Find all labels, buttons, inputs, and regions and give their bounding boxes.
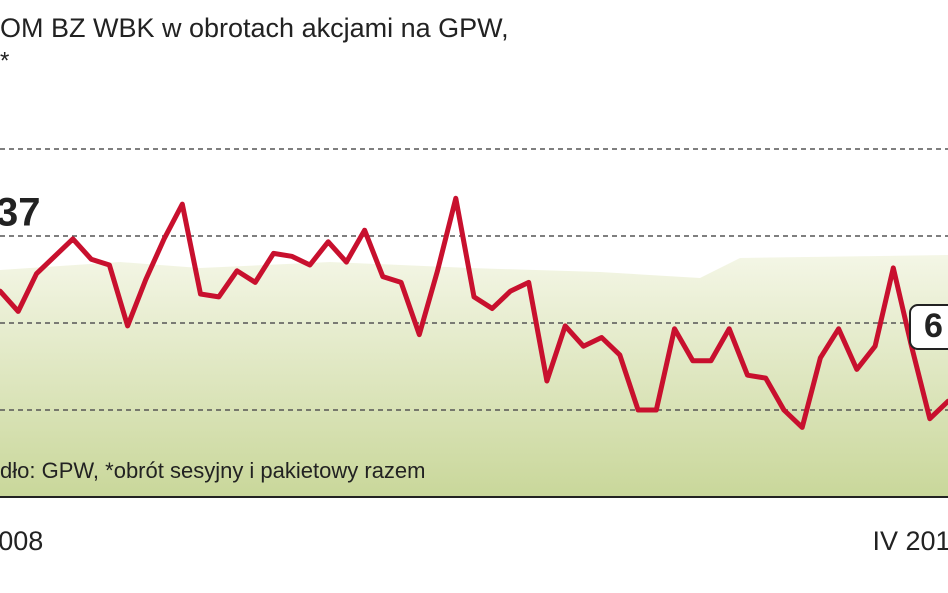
value-annotation: 37 [0, 191, 41, 235]
x-tick-label: IV 201 [873, 526, 948, 556]
value-annotation: 6 [924, 307, 943, 345]
chart-title: OM BZ WBK w obrotach akcjami na GPW, [0, 13, 509, 43]
x-tick-label: 008 [0, 526, 43, 556]
chart-subtitle: * [0, 47, 9, 74]
background-area [0, 255, 948, 497]
data-line [0, 195, 948, 430]
source-note: dło: GPW, *obrót sesyjny i pakietowy raz… [0, 458, 426, 483]
annotation-box [909, 304, 948, 350]
